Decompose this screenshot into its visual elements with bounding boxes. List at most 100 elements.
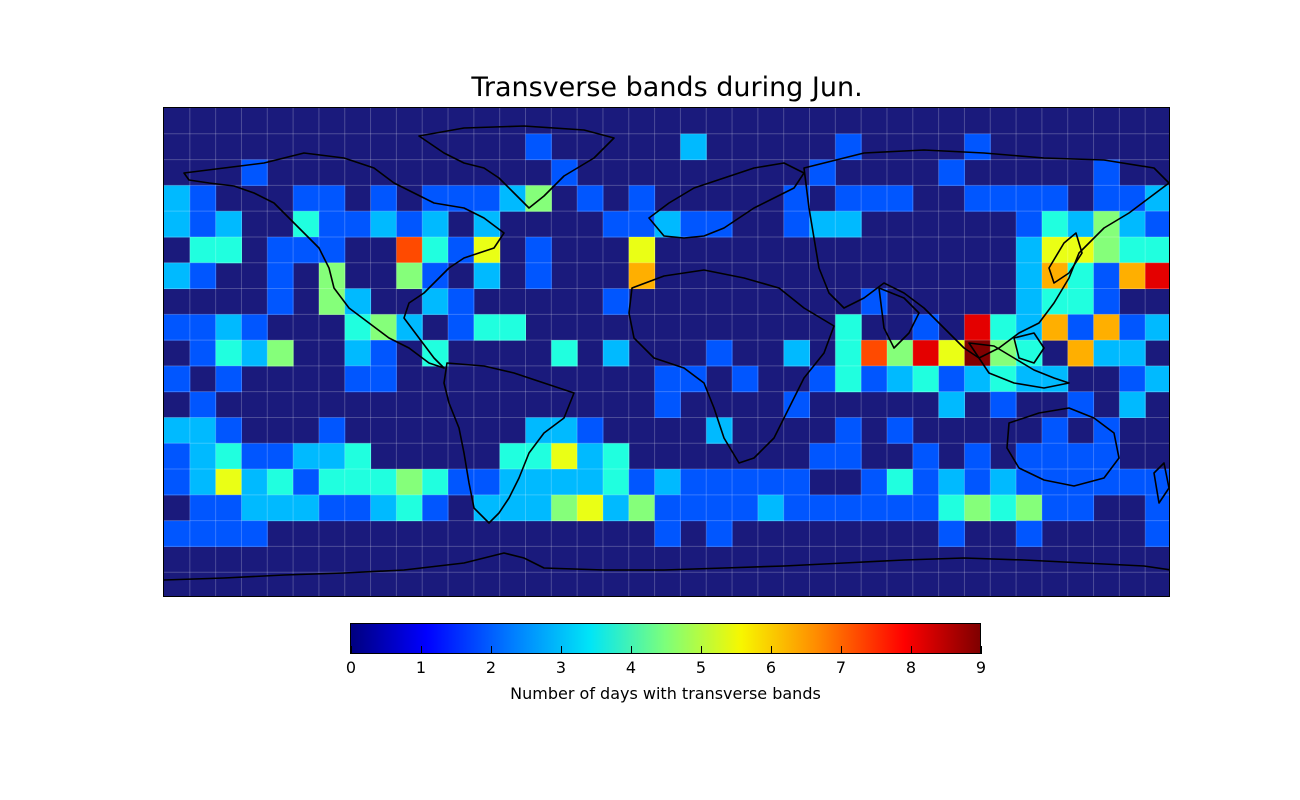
colorbar-tick-mark <box>980 646 982 654</box>
heatmap-cell <box>189 520 217 547</box>
heatmap-cell <box>241 443 268 470</box>
heatmap-cell <box>835 211 862 238</box>
heatmap-cell <box>318 494 346 522</box>
colorbar-tick-label: 6 <box>765 658 777 677</box>
heatmap-cell <box>1145 185 1169 212</box>
heatmap-cell <box>912 340 940 367</box>
heatmap-cell <box>964 494 991 522</box>
heatmap-cell <box>525 262 552 290</box>
heatmap-cell <box>1067 443 1095 470</box>
colorbar-tick-mark <box>700 646 702 654</box>
heatmap-cell <box>164 417 191 444</box>
heatmap-cell <box>370 494 397 522</box>
heatmap-cell <box>964 469 991 496</box>
colorbar-tick-mark <box>910 646 912 654</box>
heatmap-cell <box>344 469 372 496</box>
heatmap-cell <box>1016 262 1043 290</box>
heatmap-cell <box>861 288 888 315</box>
heatmap-cell <box>164 185 191 212</box>
heatmap-cell <box>164 314 191 341</box>
heatmap-cell <box>628 494 656 522</box>
heatmap-cell <box>1119 365 1146 393</box>
coastline-north-america <box>183 152 505 369</box>
heatmap-cell <box>215 365 242 393</box>
heatmap-cell <box>293 443 320 470</box>
heatmap-cell <box>680 365 707 393</box>
heatmap-cell <box>861 469 888 496</box>
coastline-borneo <box>1013 332 1045 364</box>
heatmap-cell <box>577 469 604 496</box>
heatmap-cell <box>189 469 217 496</box>
heatmap-cell <box>886 365 914 393</box>
heatmap-cell <box>1041 185 1069 212</box>
heatmap-cell <box>602 469 630 496</box>
heatmap-cell <box>602 211 630 238</box>
heatmap-cell <box>422 211 449 238</box>
heatmap-cell <box>164 365 191 393</box>
colorbar <box>350 623 981 654</box>
heatmap-cell <box>1016 520 1043 547</box>
heatmap-cell <box>164 211 191 238</box>
heatmap-cell <box>835 417 862 444</box>
heatmap-cell <box>473 185 501 212</box>
heatmap-cell <box>912 494 940 522</box>
heatmap-cell <box>318 262 346 290</box>
heatmap-cell <box>448 236 475 264</box>
heatmap-cell <box>370 185 397 212</box>
heatmap-cell <box>318 469 346 496</box>
heatmap-cell <box>809 365 836 393</box>
heatmap-cell <box>706 340 733 367</box>
coastline-indonesia <box>968 342 1070 389</box>
coastline-antarctica <box>164 552 1169 581</box>
heatmap-cell <box>473 469 501 496</box>
colorbar-tick-label: 2 <box>485 658 497 677</box>
heatmap-cell <box>938 365 965 393</box>
heatmap-cell <box>551 443 578 470</box>
heatmap-cell <box>1093 443 1120 470</box>
heatmap-cell <box>1093 185 1120 212</box>
heatmap-cell <box>189 262 217 290</box>
heatmap-cell <box>241 494 268 522</box>
heatmap-cell <box>267 340 294 367</box>
heatmap-cell <box>344 494 372 522</box>
heatmap-cell <box>318 236 346 264</box>
heatmap-cell <box>1067 494 1095 522</box>
chart-title: Transverse bands during Jun. <box>471 72 863 103</box>
colorbar-tick-label: 7 <box>835 658 847 677</box>
heatmap-cell <box>422 469 449 496</box>
heatmap-cell <box>757 494 785 522</box>
heatmap-cell <box>680 469 707 496</box>
heatmap-cell <box>835 133 862 161</box>
heatmap-cell <box>189 314 217 341</box>
heatmap-cell <box>1145 262 1169 290</box>
heatmap-cell <box>1041 314 1069 341</box>
coastline-greenland <box>418 125 615 209</box>
heatmap-cell <box>164 443 191 470</box>
heatmap-cell <box>525 133 552 161</box>
heatmap-cell <box>293 236 320 264</box>
heatmap-cell <box>1067 211 1095 238</box>
colorbar-tick-label: 4 <box>625 658 637 677</box>
heatmap-cell <box>396 262 423 290</box>
heatmap-cell <box>1067 340 1095 367</box>
heatmap-cell <box>267 288 294 315</box>
heatmap-cell <box>809 494 836 522</box>
heatmap-cell <box>1016 494 1043 522</box>
heatmap-cell <box>164 469 191 496</box>
heatmap-cell <box>886 469 914 496</box>
heatmap-cell <box>293 494 320 522</box>
heatmap-cell <box>577 417 604 444</box>
heatmap-cell <box>215 314 242 341</box>
heatmap-cell <box>990 469 1017 496</box>
heatmap-cell <box>164 262 191 290</box>
colorbar-tick-label: 8 <box>905 658 917 677</box>
heatmap-cell <box>809 443 836 470</box>
heatmap-map <box>163 107 1170 597</box>
heatmap-cell <box>783 185 811 212</box>
heatmap-cell <box>938 494 965 522</box>
heatmap-cell <box>577 185 604 212</box>
heatmap-cell <box>448 288 475 315</box>
heatmap-cell <box>344 314 372 341</box>
heatmap-cell <box>654 469 681 496</box>
heatmap-cell <box>938 391 965 418</box>
